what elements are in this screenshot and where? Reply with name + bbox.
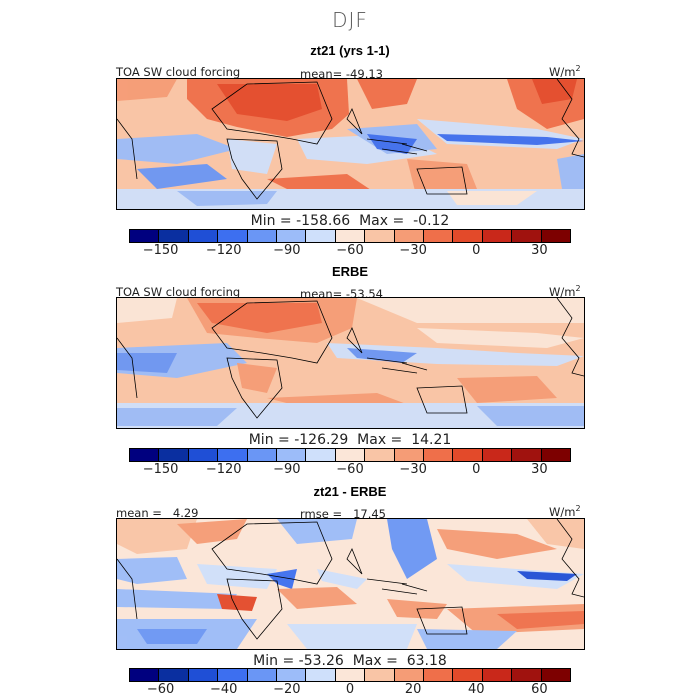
colorbar-swatch bbox=[541, 230, 571, 242]
colorbar-tick-label: −150 bbox=[142, 243, 179, 258]
colorbar-swatch bbox=[277, 230, 307, 242]
colorbar-swatch bbox=[188, 669, 219, 681]
colorbar-swatch bbox=[130, 449, 160, 461]
colorbar-swatch bbox=[335, 230, 366, 242]
colorbar-tick-label: −20 bbox=[273, 682, 301, 697]
colorbar-swatch bbox=[394, 669, 425, 681]
colorbar-swatch bbox=[188, 449, 219, 461]
colorbar-swatch bbox=[482, 230, 513, 242]
panel3-minmax: Min = -53.26 Max = 63.18 bbox=[253, 653, 447, 669]
colorbar-tick-label: 60 bbox=[531, 682, 548, 697]
panel3-rmse: rmse = 17.45 bbox=[300, 507, 386, 521]
colorbar-tick-label: 40 bbox=[468, 682, 485, 697]
colorbar-tick-label: 0 bbox=[345, 682, 355, 697]
colorbar-swatch bbox=[365, 669, 395, 681]
colorbar-swatch bbox=[188, 230, 219, 242]
colorbar-swatch bbox=[247, 669, 278, 681]
colorbar-swatch bbox=[453, 669, 483, 681]
colorbar-swatch bbox=[541, 449, 571, 461]
panel1-mean: mean= -49.13 bbox=[300, 67, 383, 81]
panel2-minmax: Min = -126.29 Max = 14.21 bbox=[248, 432, 452, 448]
colorbar-swatch bbox=[541, 669, 571, 681]
colorbar-swatch bbox=[218, 230, 248, 242]
panel1-title: zt21 (yrs 1-1) bbox=[310, 43, 390, 58]
colorbar-swatch bbox=[424, 230, 454, 242]
colorbar-swatch bbox=[394, 230, 425, 242]
panel2-title: ERBE bbox=[331, 264, 369, 279]
colorbar-tick-label: 30 bbox=[531, 462, 548, 477]
colorbar-swatch bbox=[159, 669, 189, 681]
panel3-units: W/m2 bbox=[549, 504, 581, 519]
colorbar-swatch bbox=[306, 669, 336, 681]
colorbar-swatch bbox=[424, 449, 454, 461]
colorbar-swatch bbox=[512, 230, 542, 242]
colorbar-swatch bbox=[453, 449, 483, 461]
colorbar-swatch bbox=[335, 449, 366, 461]
colorbar-tick-label: 20 bbox=[404, 682, 422, 697]
colorbar-swatch bbox=[306, 449, 336, 461]
panel3-mean: mean = 4.29 bbox=[116, 506, 199, 520]
colorbar-swatch bbox=[159, 449, 189, 461]
panel3-title: zt21 - ERBE bbox=[313, 484, 387, 499]
colorbar-tick-label: −30 bbox=[399, 243, 427, 258]
panel3-map bbox=[116, 518, 585, 650]
colorbar-swatch bbox=[130, 230, 160, 242]
panel2-map bbox=[116, 297, 585, 429]
panel2-colorbar bbox=[129, 448, 571, 462]
colorbar-swatch bbox=[394, 449, 425, 461]
colorbar-tick-label: −60 bbox=[336, 462, 364, 477]
colorbar-swatch bbox=[306, 230, 336, 242]
colorbar-swatch bbox=[218, 449, 248, 461]
colorbar-swatch bbox=[247, 449, 278, 461]
colorbar-swatch bbox=[218, 669, 248, 681]
colorbar-tick-label: −60 bbox=[146, 682, 175, 697]
colorbar-swatch bbox=[512, 669, 542, 681]
panel1-minmax: Min = -158.66 Max = -0.12 bbox=[250, 213, 450, 229]
panel3-colorbar bbox=[129, 668, 571, 682]
colorbar-tick-label: −40 bbox=[209, 682, 238, 697]
colorbar-swatch bbox=[365, 449, 395, 461]
season-title: DJF bbox=[332, 8, 368, 32]
colorbar-tick-label: 0 bbox=[472, 462, 481, 477]
panel2-field-label: TOA SW cloud forcing bbox=[116, 285, 241, 299]
colorbar-swatch bbox=[130, 669, 160, 681]
colorbar-tick-label: 0 bbox=[472, 243, 481, 258]
colorbar-swatch bbox=[159, 230, 189, 242]
colorbar-swatch bbox=[365, 230, 395, 242]
colorbar-tick-label: −60 bbox=[336, 243, 364, 258]
colorbar-swatch bbox=[247, 230, 278, 242]
panel2-units: W/m2 bbox=[549, 284, 581, 299]
colorbar-swatch bbox=[482, 449, 513, 461]
colorbar-tick-label: −90 bbox=[273, 462, 301, 477]
panel1-map bbox=[116, 78, 585, 210]
colorbar-tick-label: 30 bbox=[531, 243, 548, 258]
colorbar-tick-label: −120 bbox=[205, 462, 242, 477]
colorbar-tick-label: −150 bbox=[142, 462, 179, 477]
colorbar-tick-label: −30 bbox=[399, 462, 427, 477]
colorbar-tick-label: −90 bbox=[273, 243, 301, 258]
panel1-colorbar bbox=[129, 229, 571, 243]
colorbar-swatch bbox=[335, 669, 366, 681]
panel1-field-label: TOA SW cloud forcing bbox=[116, 65, 241, 79]
colorbar-swatch bbox=[424, 669, 454, 681]
colorbar-swatch bbox=[482, 669, 513, 681]
colorbar-tick-label: −120 bbox=[205, 243, 242, 258]
colorbar-swatch bbox=[453, 230, 483, 242]
panel1-units: W/m2 bbox=[549, 64, 581, 79]
colorbar-swatch bbox=[277, 669, 307, 681]
colorbar-swatch bbox=[277, 449, 307, 461]
colorbar-swatch bbox=[512, 449, 542, 461]
